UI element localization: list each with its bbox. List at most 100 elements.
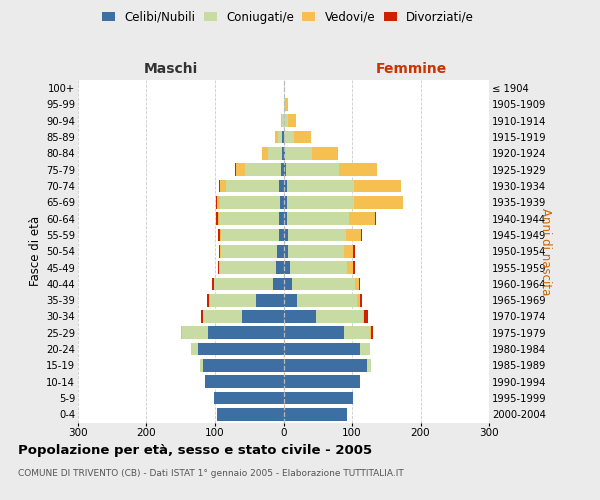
Bar xyxy=(209,294,284,306)
Bar xyxy=(282,130,284,143)
Bar xyxy=(278,130,284,143)
Bar xyxy=(205,376,284,388)
Bar xyxy=(287,180,354,192)
Bar xyxy=(205,376,284,388)
Bar xyxy=(236,164,284,176)
Bar xyxy=(284,359,367,372)
Bar xyxy=(297,294,358,306)
Legend: Celibi/Nubili, Coniugati/e, Vedovi/e, Divorziati/e: Celibi/Nubili, Coniugati/e, Vedovi/e, Di… xyxy=(97,6,479,28)
Bar xyxy=(284,228,287,241)
Bar xyxy=(191,342,284,355)
Bar xyxy=(242,310,284,323)
Bar xyxy=(339,164,377,176)
Bar xyxy=(220,228,284,241)
Bar xyxy=(198,342,284,355)
Bar xyxy=(214,278,284,290)
Bar xyxy=(284,180,287,192)
Bar xyxy=(281,114,284,127)
Bar xyxy=(226,180,284,192)
Bar xyxy=(284,114,287,127)
Bar xyxy=(217,408,284,420)
Bar xyxy=(217,408,284,420)
Bar xyxy=(205,376,284,388)
Text: Femmine: Femmine xyxy=(376,62,446,76)
Bar xyxy=(284,147,285,160)
Bar xyxy=(294,130,311,143)
Bar xyxy=(203,310,284,323)
Bar xyxy=(284,326,344,339)
Bar xyxy=(290,261,347,274)
Bar xyxy=(218,261,284,274)
Bar xyxy=(281,114,284,127)
Bar xyxy=(280,180,284,192)
Bar xyxy=(284,130,294,143)
Bar xyxy=(358,294,360,306)
Bar xyxy=(285,147,312,160)
Bar xyxy=(353,245,355,258)
Bar xyxy=(245,164,284,176)
Bar xyxy=(215,196,284,208)
Bar xyxy=(262,147,284,160)
Bar xyxy=(277,245,284,258)
Bar xyxy=(284,98,285,111)
Bar xyxy=(181,326,284,339)
Bar xyxy=(364,310,368,323)
Bar xyxy=(282,147,284,160)
Bar xyxy=(347,261,353,274)
Bar xyxy=(316,310,363,323)
Bar xyxy=(284,342,360,355)
Bar xyxy=(353,261,355,274)
Bar xyxy=(182,326,284,339)
Y-axis label: Anni di nascita: Anni di nascita xyxy=(539,208,552,295)
Bar xyxy=(359,278,360,290)
Bar xyxy=(203,310,284,323)
Bar xyxy=(284,408,347,420)
Bar xyxy=(281,164,284,176)
Bar xyxy=(200,359,284,372)
Bar xyxy=(288,245,344,258)
Bar xyxy=(220,261,284,274)
Bar xyxy=(208,326,284,339)
Bar xyxy=(217,408,284,420)
Bar xyxy=(221,228,284,241)
Bar xyxy=(209,294,284,306)
Bar xyxy=(363,310,364,323)
Bar xyxy=(218,228,284,241)
Bar xyxy=(217,196,284,208)
Bar xyxy=(344,245,353,258)
Bar xyxy=(284,245,288,258)
Bar xyxy=(217,408,284,420)
Bar xyxy=(354,180,401,192)
Bar xyxy=(202,310,284,323)
Bar xyxy=(284,294,297,306)
Bar xyxy=(219,180,284,192)
Bar xyxy=(292,278,355,290)
Bar xyxy=(200,359,284,372)
Bar xyxy=(214,392,284,404)
Bar xyxy=(284,212,287,225)
Bar xyxy=(203,359,284,372)
Bar xyxy=(355,278,359,290)
Bar xyxy=(371,326,373,339)
Bar xyxy=(191,342,284,355)
Bar xyxy=(219,245,284,258)
Bar xyxy=(284,196,287,208)
Bar xyxy=(367,359,371,372)
Bar xyxy=(276,261,284,274)
Bar xyxy=(221,245,284,258)
Bar xyxy=(284,376,360,388)
Bar xyxy=(280,212,284,225)
Bar xyxy=(218,212,284,225)
Bar xyxy=(284,392,353,404)
Bar xyxy=(212,278,284,290)
Bar xyxy=(272,278,284,290)
Bar xyxy=(287,212,349,225)
Bar xyxy=(181,326,284,339)
Bar xyxy=(360,294,362,306)
Bar xyxy=(219,261,284,274)
Bar xyxy=(284,278,292,290)
Bar xyxy=(235,164,284,176)
Bar xyxy=(214,392,284,404)
Bar xyxy=(205,376,284,388)
Bar xyxy=(287,228,346,241)
